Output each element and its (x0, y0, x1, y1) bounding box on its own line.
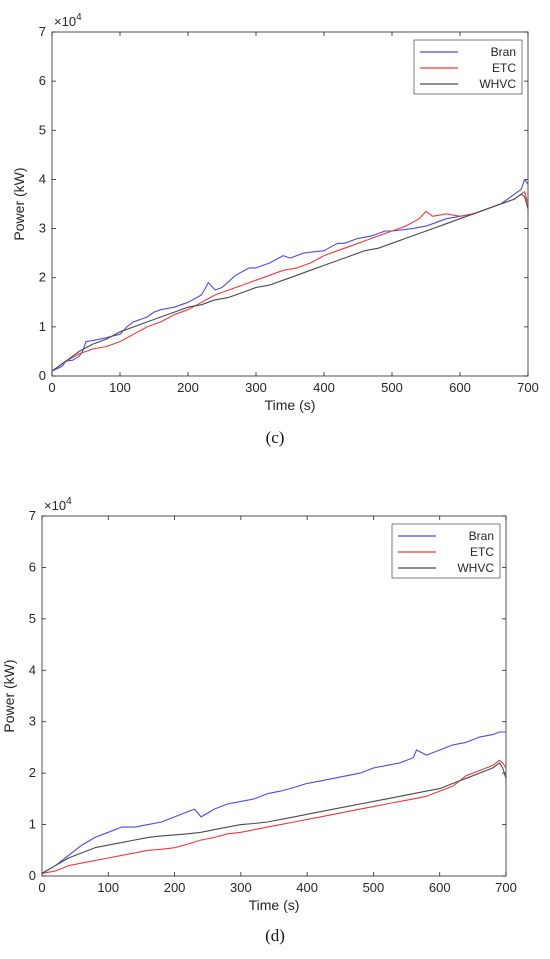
y-tick-label: 2 (39, 270, 46, 285)
x-axis-label: Time (s) (265, 397, 316, 413)
x-tick-label: 600 (429, 880, 451, 895)
x-tick-label: 400 (296, 880, 318, 895)
series-line-etc (41, 759, 507, 874)
x-tick-label: 400 (313, 380, 335, 395)
y-multiplier: ×104 (54, 12, 82, 29)
legend-label: ETC (492, 61, 516, 75)
legend: Bran ETC WHVC (413, 39, 523, 95)
figure-d: 0 100 200 300 400 500 600 700 0 1 2 3 4 5 6 7 ×104 Time (… (0, 480, 550, 959)
x-tick-label: 200 (177, 380, 199, 395)
x-tick-label: 500 (363, 880, 385, 895)
y-tick-label: 0 (29, 868, 36, 883)
y-tick-label: 4 (29, 662, 36, 677)
x-tick-label: 0 (48, 380, 55, 395)
x-axis-label: Time (s) (249, 897, 300, 913)
caption-c: (c) (265, 428, 285, 447)
legend-label: ETC (470, 545, 494, 559)
x-tick-label: 200 (164, 880, 186, 895)
series-line-whvc (41, 762, 507, 874)
y-tick-label: 5 (29, 611, 36, 626)
y-multiplier-base: ×10 (44, 498, 66, 513)
y-tick-label: 1 (39, 319, 46, 334)
legend-box (413, 39, 523, 95)
y-tick-label: 3 (39, 221, 46, 236)
y-multiplier: ×104 (44, 496, 72, 513)
y-tick-label: 7 (39, 24, 46, 39)
y-axis-label: Power (kW) (1, 659, 17, 732)
y-tick-label: 5 (39, 122, 46, 137)
y-tick-label: 1 (29, 817, 36, 832)
y-multiplier-exponent: 4 (66, 496, 72, 507)
x-tick-label: 100 (109, 380, 131, 395)
x-tick-label: 300 (230, 880, 252, 895)
y-tick-label: 0 (39, 368, 46, 383)
y-tick-label: 2 (29, 765, 36, 780)
series-line-whvc (51, 193, 529, 372)
legend-label: Bran (491, 45, 516, 59)
y-tick-label: 4 (39, 171, 46, 186)
legend-label: WHVC (457, 561, 494, 575)
x-tick-label: 700 (517, 380, 539, 395)
series-line-bran (41, 731, 506, 874)
y-tick-label: 6 (29, 559, 36, 574)
legend-label: WHVC (479, 77, 516, 91)
y-tick-label: 7 (29, 508, 36, 523)
x-tick-label: 300 (245, 380, 267, 395)
legend-box (391, 523, 501, 579)
legend-label: Bran (469, 529, 494, 543)
y-tick-label: 6 (39, 73, 46, 88)
x-tick-label: 0 (38, 880, 45, 895)
x-tick-label: 600 (449, 380, 471, 395)
series-line-etc (51, 191, 529, 372)
caption-d: (d) (265, 926, 285, 945)
y-multiplier-exponent: 4 (76, 12, 82, 23)
series-line-bran (51, 178, 529, 372)
y-multiplier-base: ×10 (54, 14, 76, 29)
figure-c: 0 100 200 300 400 500 600 700 0 1 2 3 4 5 6 7 ×104 Time (… (0, 0, 550, 470)
y-axis-label: Power (kW) (11, 167, 27, 240)
legend: Bran ETC WHVC (391, 523, 501, 579)
x-tick-label: 700 (495, 880, 517, 895)
x-tick-label: 100 (97, 880, 119, 895)
y-tick-label: 3 (29, 714, 36, 729)
x-tick-label: 500 (381, 380, 403, 395)
